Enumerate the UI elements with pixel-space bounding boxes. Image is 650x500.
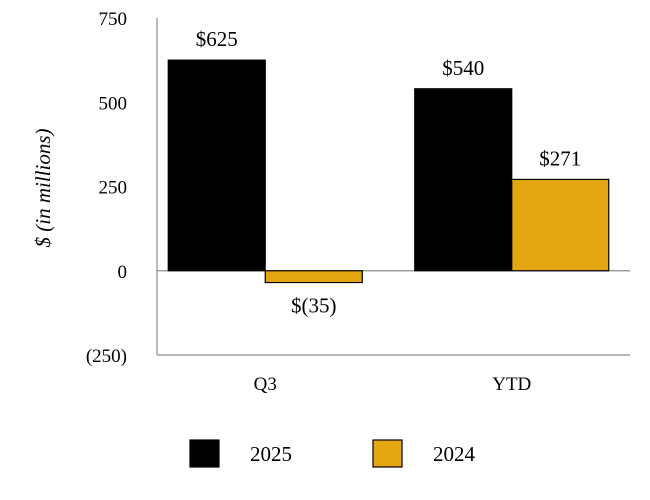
y-tick-label: (250) xyxy=(86,346,127,367)
data-label: $271 xyxy=(539,146,581,170)
bar-ytd-2025 xyxy=(414,88,513,272)
axes: 750 500 250 0 (250) Q3 YTD xyxy=(86,9,630,395)
data-label: $(35) xyxy=(291,294,337,318)
data-label: $540 xyxy=(442,56,484,80)
bar-ytd-2024 xyxy=(511,178,610,272)
bars xyxy=(167,59,610,284)
y-tick-label: 0 xyxy=(118,262,128,283)
y-tick-label: 250 xyxy=(99,178,128,199)
data-labels: $625 $(35) $540 $271 xyxy=(196,27,582,317)
x-tick-label: Q3 xyxy=(254,374,277,395)
x-tick-label: YTD xyxy=(492,374,531,395)
bar-q3-2025 xyxy=(167,59,266,272)
data-label: $625 xyxy=(196,27,238,51)
bar-q3-2024 xyxy=(264,270,363,284)
legend: 2025 2024 xyxy=(189,439,476,468)
legend-swatch xyxy=(189,439,220,468)
legend-label: 2025 xyxy=(250,442,292,466)
y-tick-label: 500 xyxy=(99,93,128,114)
legend-label: 2024 xyxy=(433,442,476,466)
y-tick-label: 750 xyxy=(99,9,128,30)
y-axis-title: $ (in millions) xyxy=(31,128,55,247)
legend-swatch xyxy=(372,439,403,468)
